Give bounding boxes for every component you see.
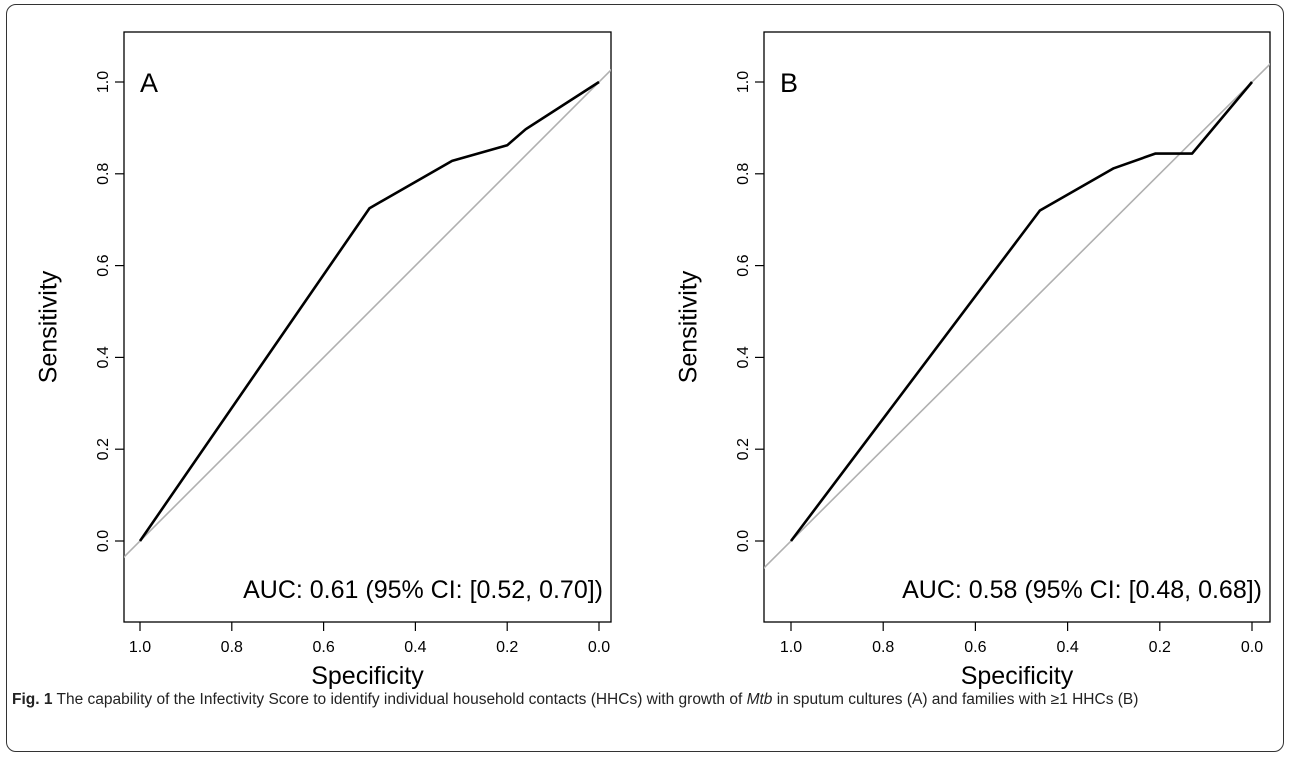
plot-border-a [123,31,612,623]
caption-text-after: in sputum cultures (A) and families with… [772,691,1139,708]
x-tick-label-b: 0.0 [1241,639,1263,656]
y-tick-label-a: 0.0 [95,530,112,552]
y-tick-label-b: 0.6 [735,254,752,276]
y-tick-label-b: 0.0 [735,530,752,552]
y-tick-label-b: 1.0 [735,71,752,93]
x-tick-label-a: 0.6 [312,639,334,656]
y-tick-label-b: 0.4 [735,346,752,368]
x-tick-label-b: 0.4 [1056,639,1078,656]
x-axis-label-b: Specificity [961,662,1074,690]
y-axis-label-b: Sensitivity [675,270,703,383]
roc-panel-a: 1.0 0.8 0.6 0.4 0.2 0.0 0.0 0.2 0.4 0.6 0.8 1.0 Spec… [35,31,612,690]
y-axis-label-a: Sensitivity [35,270,63,383]
x-tick-label-b: 0.2 [1149,639,1171,656]
caption-italic: Mtb [746,691,773,708]
x-axis-label-a: Specificity [311,662,424,690]
x-tick-label-a: 0.8 [221,639,243,656]
panel-label-a: A [140,68,158,98]
x-tick-label-a: 0.4 [404,639,426,656]
y-tick-label-a: 1.0 [95,71,112,93]
x-tick-label-a: 1.0 [129,639,151,656]
x-tick-label-b: 1.0 [780,639,802,656]
auc-annotation-b: AUC: 0.58 (95% CI: [0.48, 0.68]) [902,576,1262,604]
y-tick-label-b: 0.8 [735,163,752,185]
x-tick-label-b: 0.6 [964,639,986,656]
y-tick-label-a: 0.6 [95,254,112,276]
reference-diagonal-a [124,68,611,559]
y-tick-label-a: 0.8 [95,163,112,185]
reference-diagonal-b [764,62,1270,570]
roc-charts: 1.0 0.8 0.6 0.4 0.2 0.0 0.0 0.2 0.4 0.6 0.8 1.0 Spec… [35,31,1271,690]
y-tick-label-a: 0.4 [95,346,112,368]
roc-curve-b [789,81,1253,542]
caption-label: Fig. 1 [12,691,53,708]
roc-curve-a [138,80,600,542]
auc-annotation-a: AUC: 0.61 (95% CI: [0.52, 0.70]) [243,576,603,604]
panel-label-b: B [780,68,798,98]
plot-border-b [763,31,1271,623]
caption-text-before: The capability of the Infectivity Score … [52,691,747,708]
x-tick-label-a: 0.2 [496,639,518,656]
y-tick-label-a: 0.2 [95,438,112,460]
y-tick-label-b: 0.2 [735,438,752,460]
figure-frame [6,4,1284,752]
roc-panel-b: 1.0 0.8 0.6 0.4 0.2 0.0 0.0 0.2 0.4 0.6 0.8 1.0 Spec… [675,31,1271,690]
figure-caption: Fig. 1 The capability of the Infectivity… [12,688,1274,711]
x-tick-label-b: 0.8 [872,639,894,656]
x-tick-label-a: 0.0 [588,639,610,656]
